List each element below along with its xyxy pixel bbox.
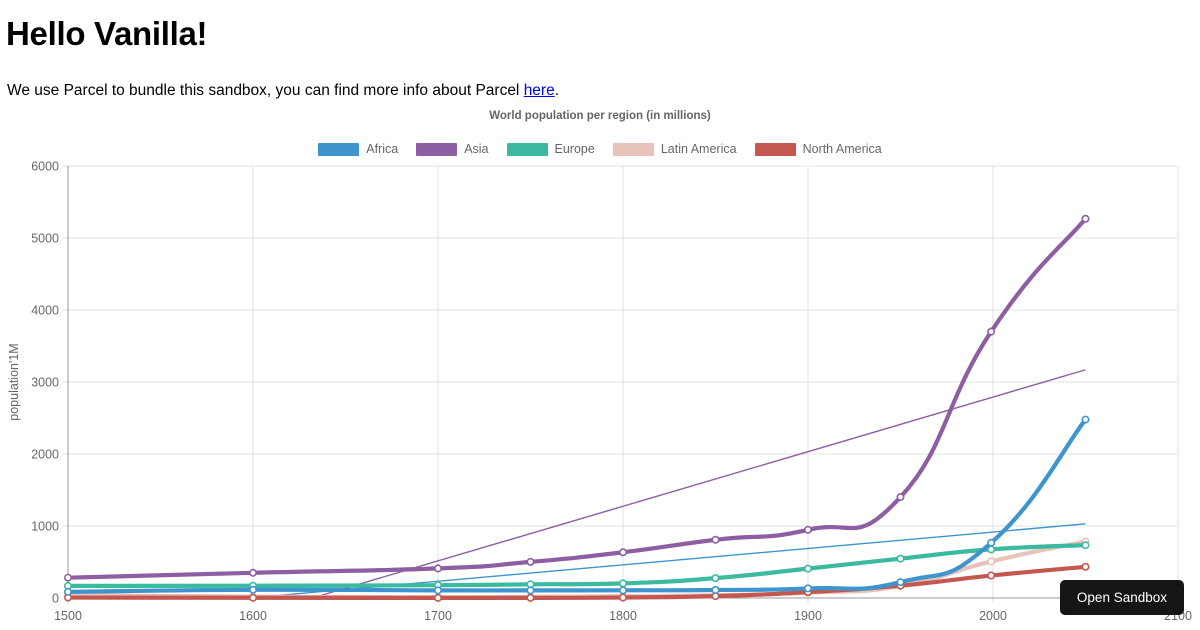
legend-swatch-icon <box>754 142 796 156</box>
data-point-latin-america[interactable] <box>987 557 996 566</box>
data-point-africa[interactable] <box>64 587 73 596</box>
intro-paragraph: We use Parcel to bundle this sandbox, yo… <box>7 81 559 100</box>
open-sandbox-button[interactable]: Open Sandbox <box>1059 579 1184 615</box>
chart-title: World population per region (in millions… <box>489 110 711 122</box>
chart-legend[interactable]: Africa Asia Europe Latin America North Ameri… <box>0 142 1200 156</box>
series-line-asia <box>65 216 1088 580</box>
data-point-africa[interactable] <box>711 586 720 595</box>
data-point-europe[interactable] <box>711 574 720 583</box>
population-line-chart[interactable]: World population per region (in millions… <box>0 104 1200 630</box>
data-point-africa[interactable] <box>526 586 535 595</box>
data-point-north-america[interactable] <box>433 593 442 602</box>
legend-label: North America <box>802 142 882 156</box>
data-point-africa[interactable] <box>803 584 812 593</box>
parcel-docs-link[interactable]: here <box>523 82 555 99</box>
series-line-africa <box>65 417 1088 594</box>
data-point-north-america[interactable] <box>987 571 996 580</box>
data-point-north-america[interactable] <box>249 593 258 602</box>
chart-plot-area: 0 1000 2000 3000 4000 5000 6000 1500 1600 1700 180… <box>7 160 1192 624</box>
data-point-asia[interactable] <box>1081 214 1090 223</box>
x-tick-label: 1700 <box>424 609 452 623</box>
series-asia[interactable] <box>64 214 1090 582</box>
y-tick-label: 0 <box>52 592 59 606</box>
data-point-asia[interactable] <box>987 327 996 336</box>
data-point-europe[interactable] <box>618 579 627 588</box>
data-point-asia[interactable] <box>711 535 720 544</box>
data-point-africa[interactable] <box>1081 415 1090 424</box>
legend-swatch-icon <box>416 142 458 156</box>
data-point-north-america[interactable] <box>618 593 627 602</box>
data-point-europe[interactable] <box>803 564 812 573</box>
y-axis-title: population'1M <box>7 343 21 420</box>
data-point-north-america[interactable] <box>526 593 535 602</box>
data-point-africa[interactable] <box>433 586 442 595</box>
legend-label: Africa <box>366 142 399 156</box>
y-tick-label: 6000 <box>31 160 59 174</box>
y-tick-label: 1000 <box>31 520 59 534</box>
y-tick-label: 4000 <box>31 304 59 318</box>
legend-item-europe[interactable]: Europe <box>506 142 595 156</box>
legend-label: Europe <box>554 142 595 156</box>
data-point-asia[interactable] <box>433 564 442 573</box>
legend-item-north-america[interactable]: North America <box>754 142 882 156</box>
intro-text-prefix: We use Parcel to bundle this sandbox, yo… <box>7 82 524 99</box>
series-africa[interactable] <box>64 415 1090 596</box>
data-point-asia[interactable] <box>526 557 535 566</box>
page-title: Hello Vanilla! <box>6 15 208 52</box>
data-point-africa[interactable] <box>618 586 627 595</box>
trendline-asia-trendline <box>312 369 1086 599</box>
legend-label: Latin America <box>660 142 737 156</box>
data-point-asia[interactable] <box>618 548 627 557</box>
data-point-asia[interactable] <box>803 525 812 534</box>
legend-label: Asia <box>464 142 489 156</box>
x-tick-label: 1900 <box>794 609 822 623</box>
legend-swatch-icon <box>318 142 360 156</box>
x-tick-label: 2000 <box>979 609 1007 623</box>
data-point-asia[interactable] <box>249 568 258 577</box>
y-tick-label: 3000 <box>31 376 59 390</box>
intro-text-suffix: . <box>554 82 560 99</box>
legend-item-latin-america[interactable]: Latin America <box>612 142 737 156</box>
data-point-europe[interactable] <box>896 554 905 563</box>
y-tick-label: 2000 <box>31 448 59 462</box>
data-point-asia[interactable] <box>896 493 905 502</box>
data-point-africa[interactable] <box>896 578 905 587</box>
x-tick-label: 1500 <box>54 609 82 623</box>
legend-swatch-icon <box>612 142 654 156</box>
x-tick-label: 1600 <box>239 609 267 623</box>
legend-item-asia[interactable]: Asia <box>416 142 489 156</box>
legend-swatch-icon <box>506 142 548 156</box>
data-point-asia[interactable] <box>64 573 73 582</box>
data-point-europe[interactable] <box>1081 541 1090 550</box>
y-tick-label: 5000 <box>31 232 59 246</box>
x-tick-label: 1800 <box>609 609 637 623</box>
series-europe[interactable] <box>64 541 1090 590</box>
data-point-north-america[interactable] <box>1081 562 1090 571</box>
legend-item-africa[interactable]: Africa <box>318 142 398 156</box>
data-point-africa[interactable] <box>249 585 258 594</box>
data-point-africa[interactable] <box>987 538 996 547</box>
